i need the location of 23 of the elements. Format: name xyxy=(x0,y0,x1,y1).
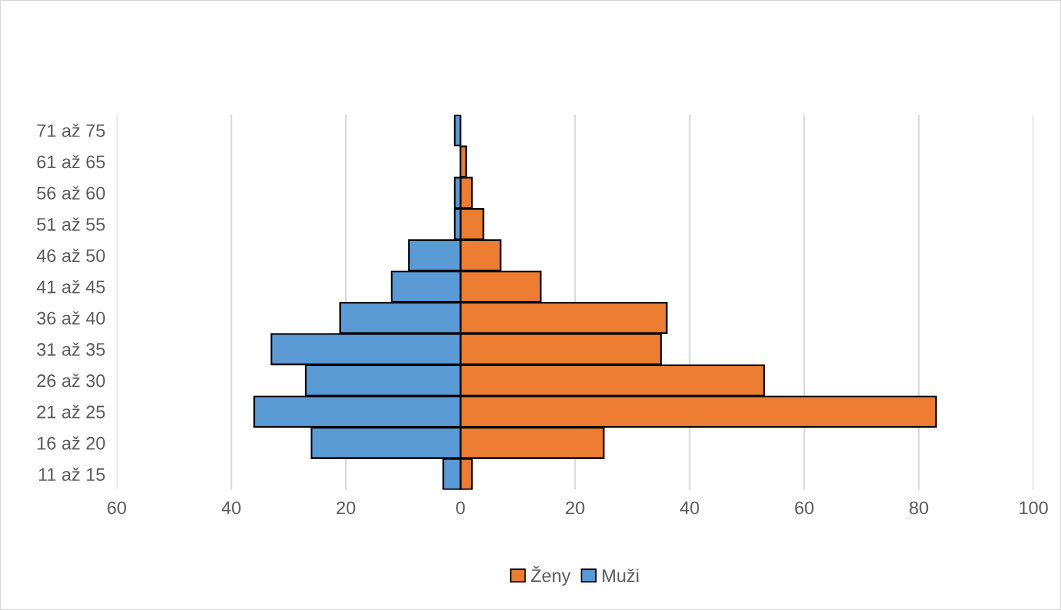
legend-label: Ženy xyxy=(531,566,571,586)
x-tick-label: 0 xyxy=(456,501,465,515)
legend-label: Muži xyxy=(602,568,639,583)
x-tick-label: 40 xyxy=(680,501,699,515)
y-tick-label: 21 až 25 xyxy=(37,405,105,419)
x-tick-label: 100 xyxy=(1019,501,1048,515)
y-tick-label: 11 až 15 xyxy=(39,467,105,481)
x-tick-label: 60 xyxy=(107,501,127,515)
y-tick-label: 56 až 60 xyxy=(37,186,105,200)
y-tick-label: 46 až 50 xyxy=(36,248,105,263)
y-tick-label: 51 až 55 xyxy=(37,217,105,231)
y-tick-label: 36 až 40 xyxy=(37,311,105,325)
y-tick-label: 41 až 45 xyxy=(36,280,105,294)
y-tick-label: 16 až 20 xyxy=(37,436,105,450)
x-tick-label: 20 xyxy=(565,501,585,515)
x-tick-label: 40 xyxy=(221,501,241,515)
x-tick-label: 80 xyxy=(909,501,929,515)
x-tick-label: 20 xyxy=(336,501,356,515)
y-tick-label: 31 až 35 xyxy=(37,342,105,356)
y-tick-label: 61 až 65 xyxy=(37,154,105,169)
y-tick-label: 26 až 30 xyxy=(37,373,105,388)
x-tick-label: 60 xyxy=(795,501,814,515)
y-tick-label: 71 až 75 xyxy=(37,123,105,138)
